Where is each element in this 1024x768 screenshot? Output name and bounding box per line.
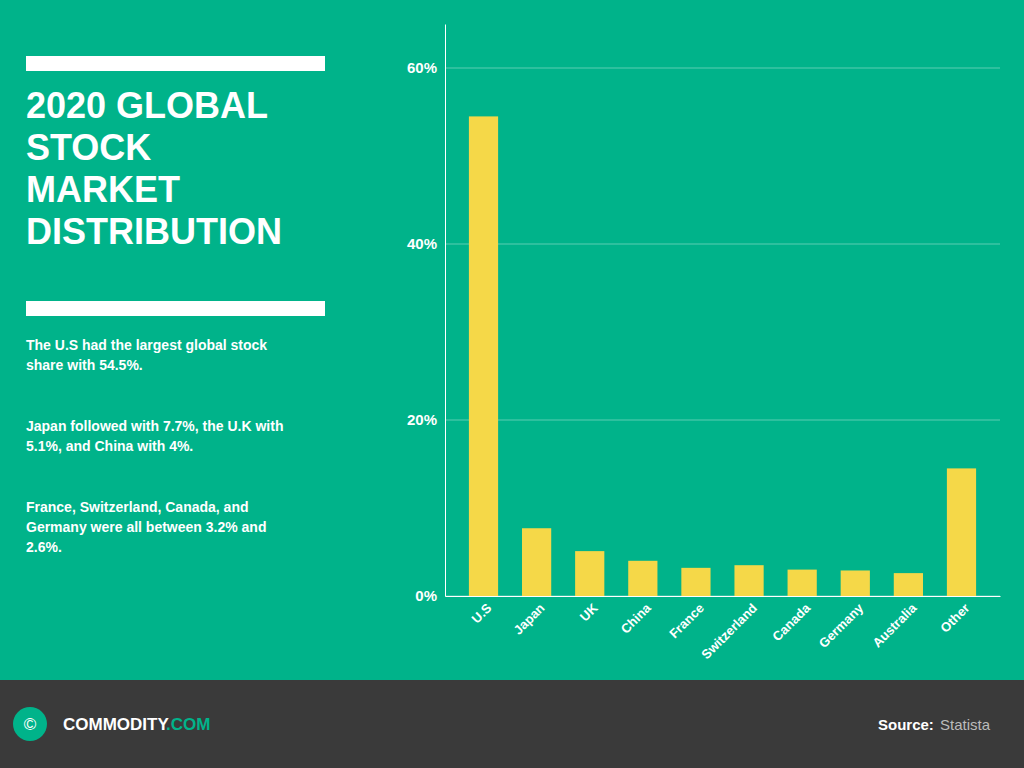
source-label: Source: — [878, 716, 934, 733]
bar — [575, 551, 604, 596]
x-tick-label: Australia — [869, 600, 919, 650]
title-line: 2020 GLOBAL — [26, 85, 268, 126]
description-line: Germany were all between 3.2% and — [26, 519, 266, 535]
x-tick: UK — [577, 596, 601, 624]
y-tick-label: 40% — [407, 235, 437, 252]
y-axis-line — [445, 25, 446, 597]
title-line: MARKET — [26, 169, 180, 210]
decor-bar — [26, 56, 325, 71]
description-line: share with 54.5%. — [26, 357, 143, 373]
description-line: France, Switzerland, Canada, and — [26, 499, 249, 515]
bar — [469, 116, 498, 596]
source: Statista — [940, 716, 991, 733]
y-tick: 20% — [407, 411, 445, 428]
brand-suffix: .COM — [166, 715, 210, 734]
bar — [894, 573, 923, 596]
x-tick: Other — [937, 596, 972, 636]
x-tick-label: U.S — [469, 600, 495, 626]
chart: 0% 20% 40% 60% U.S Japan UK China FranceSwitzerl… — [407, 25, 1001, 663]
x-tick: Japan — [510, 596, 547, 638]
x-tick-label: Switzerland — [698, 600, 760, 662]
x-tick: Switzerland — [698, 596, 760, 662]
x-tick: Canada — [769, 596, 813, 644]
x-tick-label: China — [618, 600, 655, 637]
x-tick: U.S — [469, 596, 495, 626]
canvas: 2020 GLOBALSTOCKMARKETDISTRIBUTION The U.… — [0, 0, 1024, 768]
footer-background — [0, 680, 1024, 768]
y-tick: 40% — [407, 235, 445, 252]
x-tick: China — [618, 596, 655, 637]
title: 2020 GLOBALSTOCKMARKETDISTRIBUTION — [26, 85, 282, 252]
x-axis: U.S Japan UK China FranceSwitzerlandCanadaGe… — [446, 596, 1001, 662]
x-tick-label: Germany — [816, 600, 867, 651]
description: The U.S had the largest global stock shar… — [26, 337, 267, 373]
description: Japan followed with 7.7%, the U.K with 5.… — [26, 418, 283, 454]
logo-circle — [13, 707, 47, 741]
logo-symbol: © — [24, 715, 37, 734]
grid-line — [445, 244, 1000, 245]
grid-line — [445, 68, 1000, 69]
y-tick-label: 60% — [407, 59, 437, 76]
y-tick: 60% — [407, 59, 445, 76]
grid — [445, 68, 1000, 596]
bar — [734, 565, 763, 596]
x-tick-label: France — [666, 600, 707, 641]
x-tick: Australia — [869, 596, 919, 650]
x-tick-label: Japan — [510, 600, 547, 637]
y-axis: 0% 20% 40% 60% — [407, 25, 446, 605]
footer: © COMMODITY.COM Source: Statista — [0, 680, 1024, 768]
description-line: 2.6%. — [26, 539, 62, 555]
x-tick-label: Canada — [769, 600, 813, 644]
bar — [788, 570, 817, 596]
text-panel: 2020 GLOBALSTOCKMARKETDISTRIBUTION The U.… — [26, 56, 325, 555]
y-tick: 0% — [415, 587, 445, 604]
description-line: 5.1%, and China with 4%. — [26, 438, 193, 454]
y-tick-label: 20% — [407, 411, 437, 428]
background — [0, 0, 1024, 768]
x-tick: Germany — [816, 596, 867, 651]
x-axis-line — [446, 596, 1001, 597]
x-tick-label: Other — [937, 600, 972, 635]
x-tick: France — [666, 596, 707, 641]
bar — [681, 568, 710, 596]
bar — [522, 528, 551, 596]
y-tick-label: 0% — [415, 587, 437, 604]
description-line: The U.S had the largest global stock — [26, 337, 267, 353]
bars — [469, 116, 976, 596]
bar — [841, 570, 870, 596]
title-line: STOCK — [26, 127, 151, 168]
x-tick-label: UK — [577, 600, 601, 624]
brand: COMMODITY — [63, 715, 169, 734]
description: France, Switzerland, Canada, and Germany … — [26, 499, 266, 555]
description-line: Japan followed with 7.7%, the U.K with — [26, 418, 283, 434]
title-line: DISTRIBUTION — [26, 211, 282, 252]
bar — [628, 561, 657, 596]
grid-line — [445, 420, 1000, 421]
decor-bar — [26, 301, 325, 316]
bar — [947, 468, 976, 596]
